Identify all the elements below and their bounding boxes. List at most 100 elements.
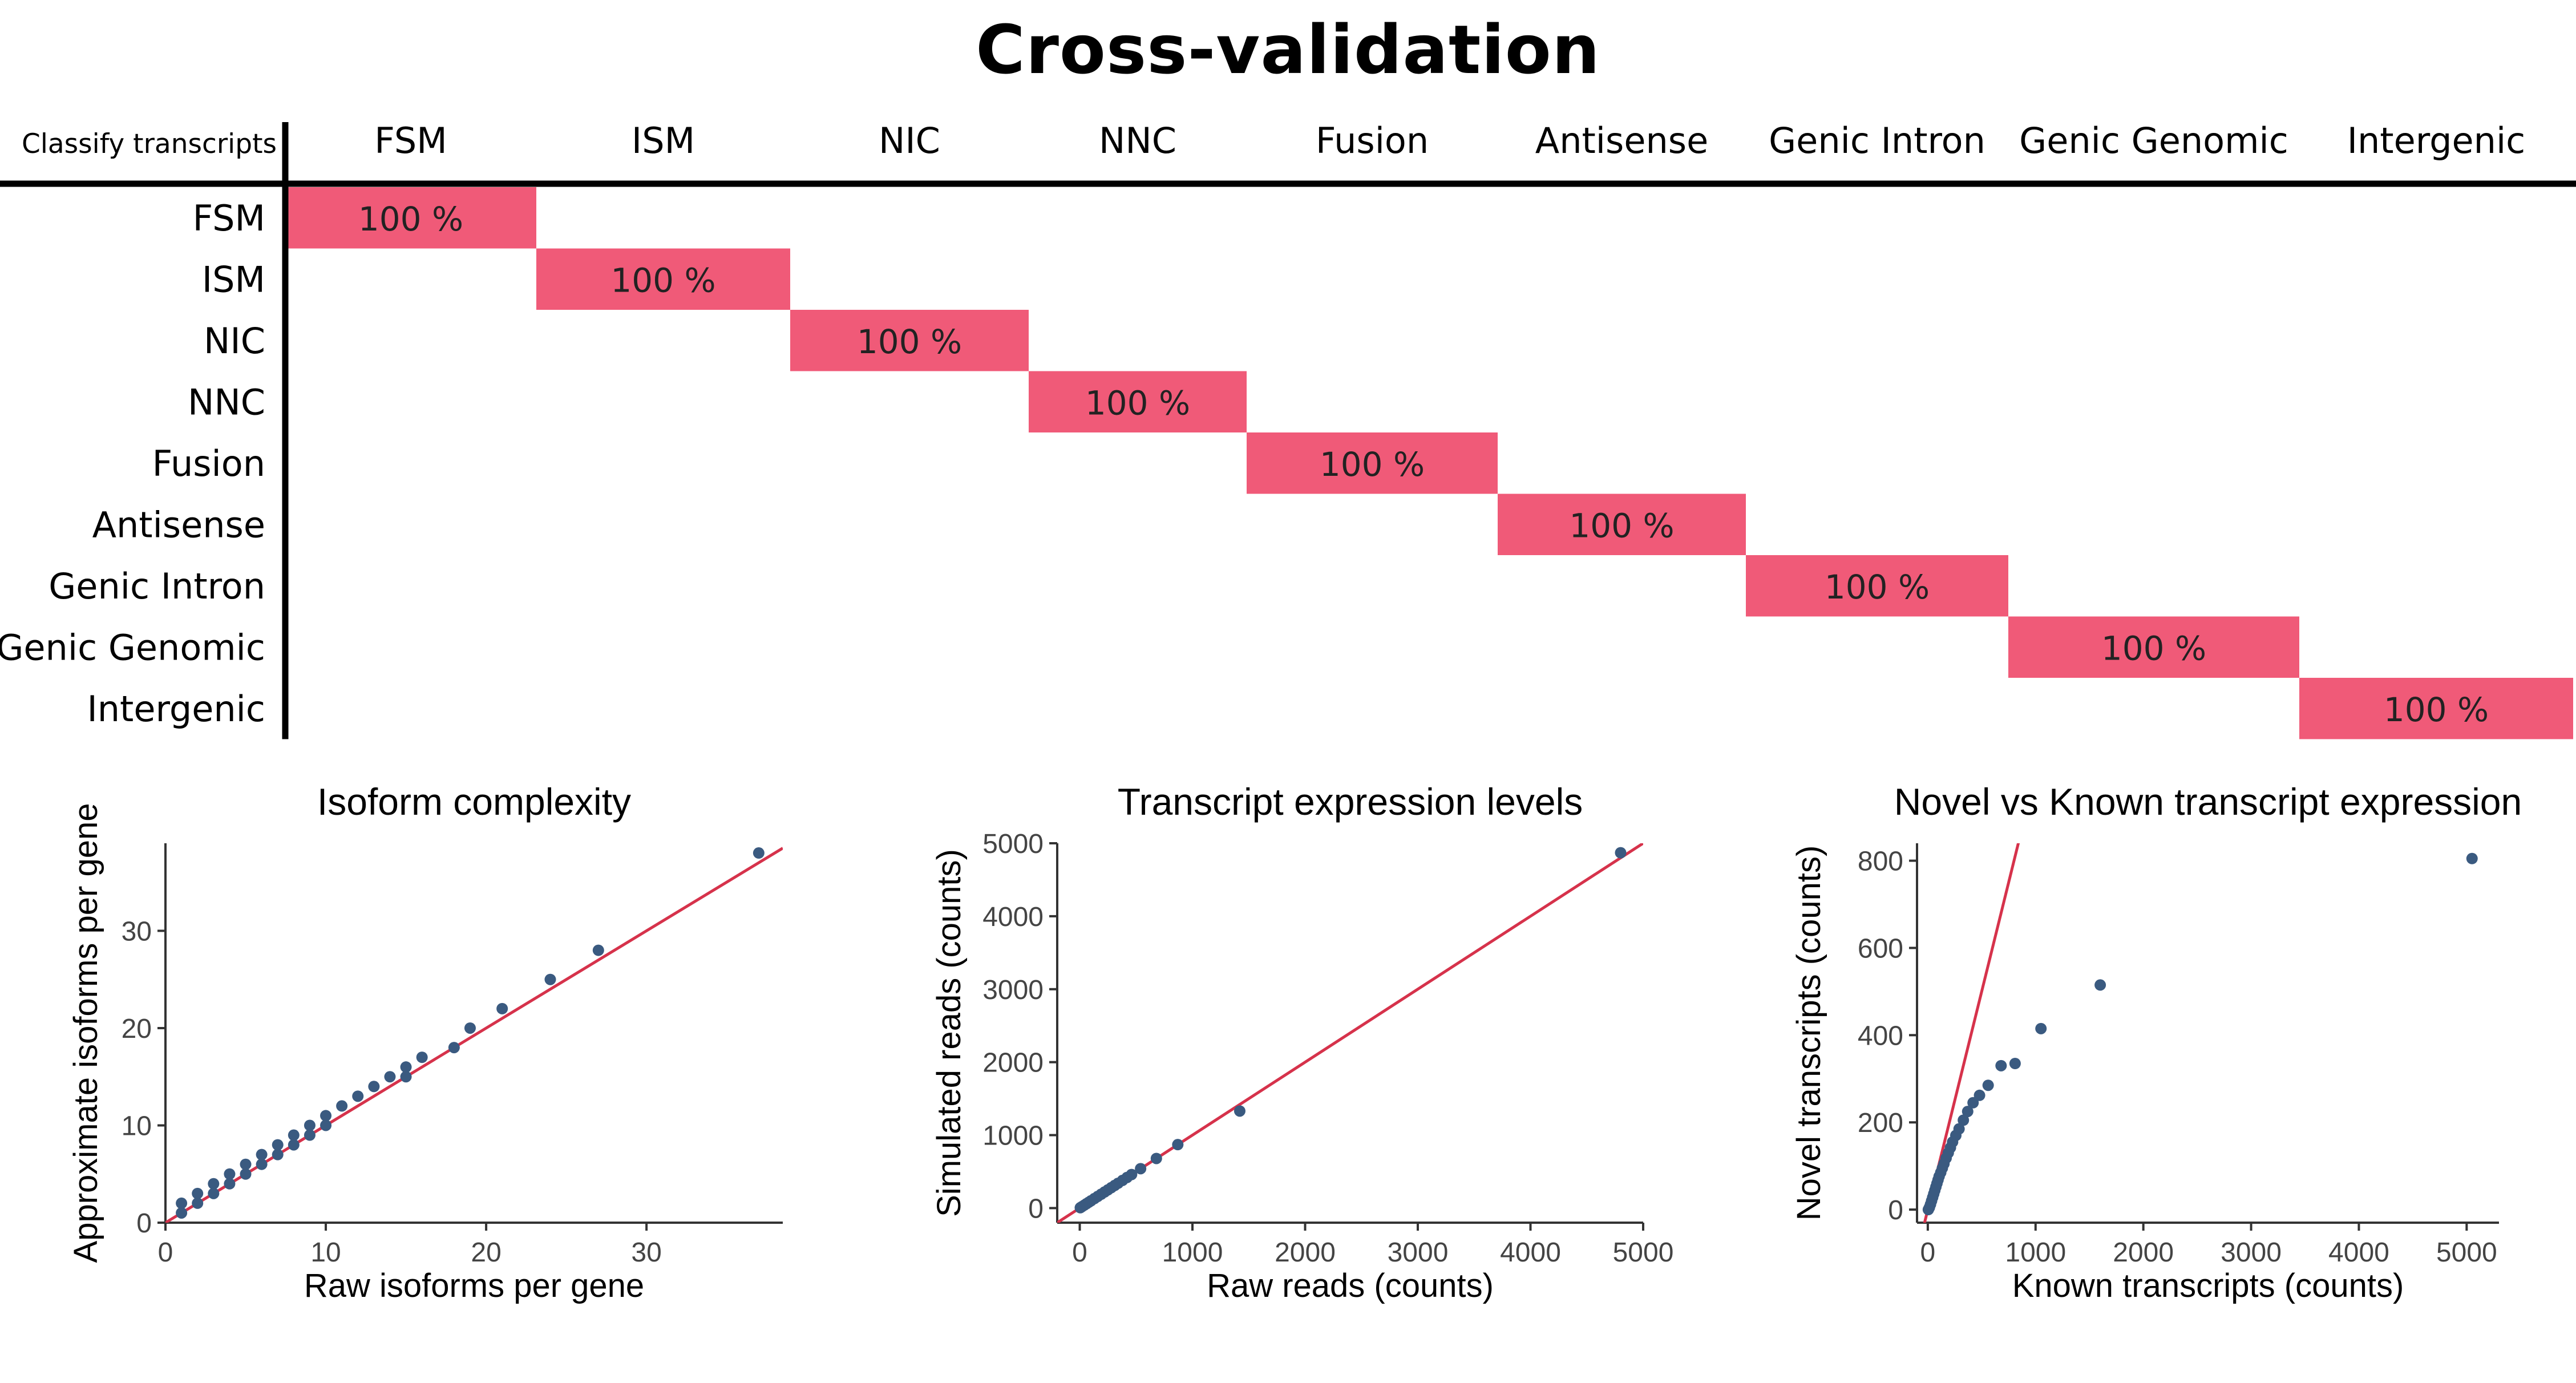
y-tick-label: 4000 — [982, 902, 1044, 932]
data-point — [1933, 1170, 1945, 1182]
data-point — [2094, 979, 2106, 991]
matrix-cell — [790, 310, 1029, 371]
x-tick-label: 10 — [310, 1238, 341, 1268]
data-point — [1962, 1106, 1974, 1118]
data-point — [1940, 1152, 1952, 1164]
data-point — [176, 1207, 188, 1219]
matrix-cell — [536, 248, 790, 310]
data-point — [240, 1158, 252, 1170]
matrix-cell — [285, 187, 536, 249]
x-tick-label: 1000 — [1162, 1238, 1223, 1268]
data-point — [1112, 1177, 1124, 1189]
x-tick-label: 4000 — [2328, 1238, 2389, 1268]
x-axis-label: Raw reads (counts) — [1207, 1267, 1494, 1304]
matrix-cell-label: 100 % — [857, 322, 962, 361]
data-point — [1995, 1060, 2007, 1071]
data-point — [352, 1090, 364, 1102]
matrix-cell — [1498, 494, 1746, 555]
data-point — [592, 944, 604, 956]
x-axis-label: Known transcripts (counts) — [2012, 1267, 2404, 1304]
matrix-column-label: Antisense — [1535, 120, 1708, 161]
page-title: Cross-validation — [976, 10, 1600, 89]
data-point — [1150, 1152, 1162, 1164]
data-point — [256, 1149, 268, 1160]
x-tick-label: 3000 — [2221, 1238, 2282, 1268]
matrix-column-label: Intergenic — [2347, 120, 2526, 161]
data-point — [240, 1168, 252, 1180]
matrix-cell-label: 100 % — [358, 200, 463, 238]
matrix-cell-label: 100 % — [1085, 383, 1190, 422]
matrix-row-label: Antisense — [92, 504, 265, 545]
data-point — [1936, 1162, 1948, 1174]
y-tick-label: 200 — [1858, 1108, 1903, 1138]
data-point — [753, 847, 765, 859]
data-point — [1931, 1178, 1943, 1190]
data-point — [208, 1178, 220, 1190]
y-axis-label: Approximate isoforms per gene — [67, 803, 104, 1263]
data-point — [192, 1187, 204, 1199]
matrix-column-label: Genic Intron — [1769, 120, 1985, 161]
y-tick-label: 400 — [1858, 1021, 1903, 1051]
y-tick-label: 1000 — [982, 1121, 1044, 1151]
data-point — [1974, 1089, 1985, 1101]
y-tick-label: 0 — [136, 1208, 152, 1239]
data-point — [1953, 1123, 1965, 1135]
data-point — [1126, 1168, 1138, 1180]
chart-title: Novel vs Known transcript expression — [1894, 781, 2522, 823]
matrix-column-label: ISM — [632, 120, 695, 161]
data-point — [1927, 1191, 1939, 1203]
matrix-column-label: FSM — [374, 120, 447, 161]
data-point — [1932, 1174, 1944, 1186]
matrix-cell — [2299, 678, 2573, 739]
y-tick-label: 30 — [122, 916, 152, 947]
matrix-row-label: NNC — [188, 381, 265, 423]
x-axis-label: Raw isoforms per gene — [304, 1267, 644, 1304]
data-point — [1930, 1181, 1942, 1193]
data-point — [320, 1110, 332, 1122]
x-tick-label: 3000 — [1388, 1238, 1449, 1268]
data-point — [1081, 1198, 1093, 1210]
data-point — [1074, 1202, 1086, 1214]
x-tick-label: 0 — [1072, 1238, 1087, 1268]
x-tick-label: 2000 — [1275, 1238, 1336, 1268]
matrix-cell-label: 100 % — [610, 261, 715, 300]
matrix-cell — [1247, 432, 1498, 494]
data-point — [256, 1158, 268, 1170]
matrix-cell — [1029, 371, 1247, 432]
data-point — [224, 1168, 236, 1180]
data-point — [544, 973, 556, 985]
data-point — [320, 1119, 332, 1131]
data-point — [1098, 1186, 1110, 1198]
data-point — [224, 1178, 236, 1190]
x-tick-label: 5000 — [2436, 1238, 2497, 1268]
data-point — [1944, 1142, 1956, 1154]
x-tick-label: 0 — [1920, 1238, 1936, 1268]
matrix-cell — [2008, 616, 2299, 678]
x-tick-label: 20 — [471, 1238, 501, 1268]
confusion-matrix: 100 % 100 % 100 % 100 % 100 % 100 % 100 % 100 %… — [0, 120, 2576, 739]
data-point — [368, 1081, 380, 1093]
data-point — [464, 1022, 476, 1034]
matrix-row-label: NIC — [204, 320, 265, 362]
y-axis-label: Simulated reads (counts) — [931, 849, 968, 1217]
data-point — [1102, 1184, 1114, 1196]
matrix-cell-label: 100 % — [1569, 506, 1674, 545]
data-point — [1615, 847, 1627, 859]
x-tick-label: 30 — [631, 1238, 661, 1268]
matrix-row-label: ISM — [202, 258, 265, 300]
matrix-row-label: Genic Genomic — [0, 626, 265, 668]
data-point — [336, 1100, 348, 1112]
data-point — [1109, 1179, 1121, 1191]
matrix-column-label: Fusion — [1316, 120, 1429, 161]
matrix-corner-label: Classify transcripts — [22, 128, 277, 160]
y-tick-label: 3000 — [982, 975, 1044, 1005]
data-point — [1942, 1147, 1954, 1159]
data-point — [1105, 1182, 1117, 1194]
reference-line — [165, 847, 783, 1223]
y-tick-label: 10 — [122, 1111, 152, 1141]
data-point — [496, 1002, 508, 1014]
data-point — [1947, 1136, 1959, 1148]
data-point — [1924, 1198, 1936, 1210]
matrix-cell-label: 100 % — [1825, 568, 1930, 606]
x-tick-label: 1000 — [2005, 1238, 2066, 1268]
